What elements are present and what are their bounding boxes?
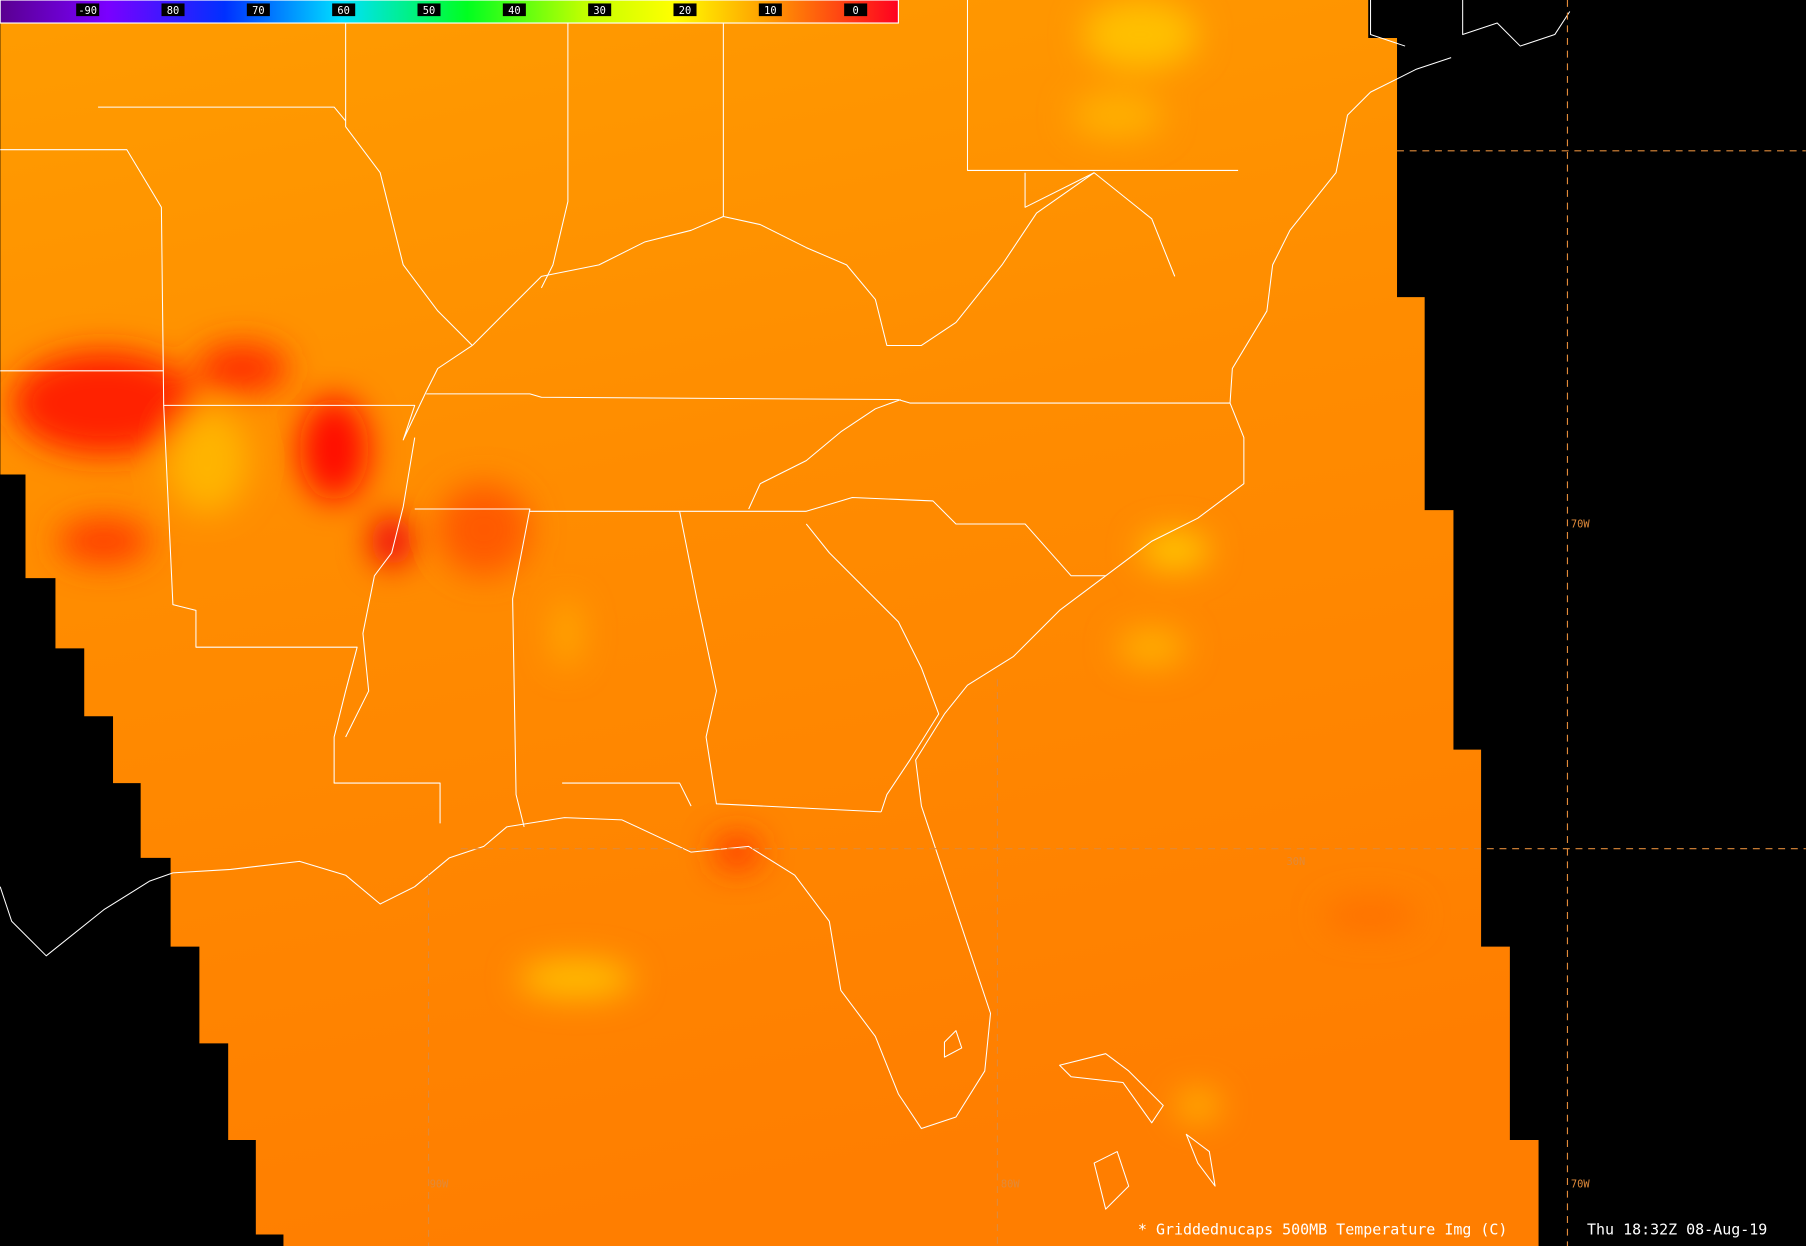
color-scale-label-box [161, 3, 185, 17]
color-scale-label-box [76, 3, 100, 17]
color-scale-label-box [246, 3, 270, 17]
color-scale-label-box [588, 3, 612, 17]
color-scale-label-box [673, 3, 697, 17]
color-scale-label-box [332, 3, 356, 17]
grid-label: 80W [1001, 1178, 1020, 1190]
color-scale-label: 80 [167, 5, 179, 17]
grid-label: 90W [430, 1178, 449, 1190]
grid-label: 30N [1286, 856, 1305, 868]
color-scale-label: -90 [78, 5, 97, 17]
color-scale-label-box [502, 3, 526, 17]
color-scale-label: 30 [593, 5, 605, 17]
color-scale: -90 80 70 60 50 40 30 20 10 0 [0, 0, 899, 24]
grid-label: 70W [1571, 518, 1590, 530]
graticule: 70W 30N 90W 80W 70W [427, 0, 1806, 1246]
color-scale-label-box [417, 3, 441, 17]
timestamp: Thu 18:32Z 08-Aug-19 [1587, 1220, 1767, 1238]
boundaries [0, 0, 1571, 1210]
color-scale-label: 10 [764, 5, 776, 17]
color-scale-label: 50 [423, 5, 435, 17]
color-scale-label: 70 [252, 5, 264, 17]
color-scale-label: 40 [508, 5, 520, 17]
product-title: * Griddednucaps 500MB Temperature Img (C… [1138, 1220, 1508, 1238]
color-scale-label: 0 [853, 5, 859, 17]
color-scale-label: 20 [679, 5, 691, 17]
color-scale-label-box [844, 3, 868, 17]
grid-label: 70W [1571, 1178, 1590, 1190]
color-scale-label-box [758, 3, 782, 17]
color-scale-label: 60 [337, 5, 349, 17]
